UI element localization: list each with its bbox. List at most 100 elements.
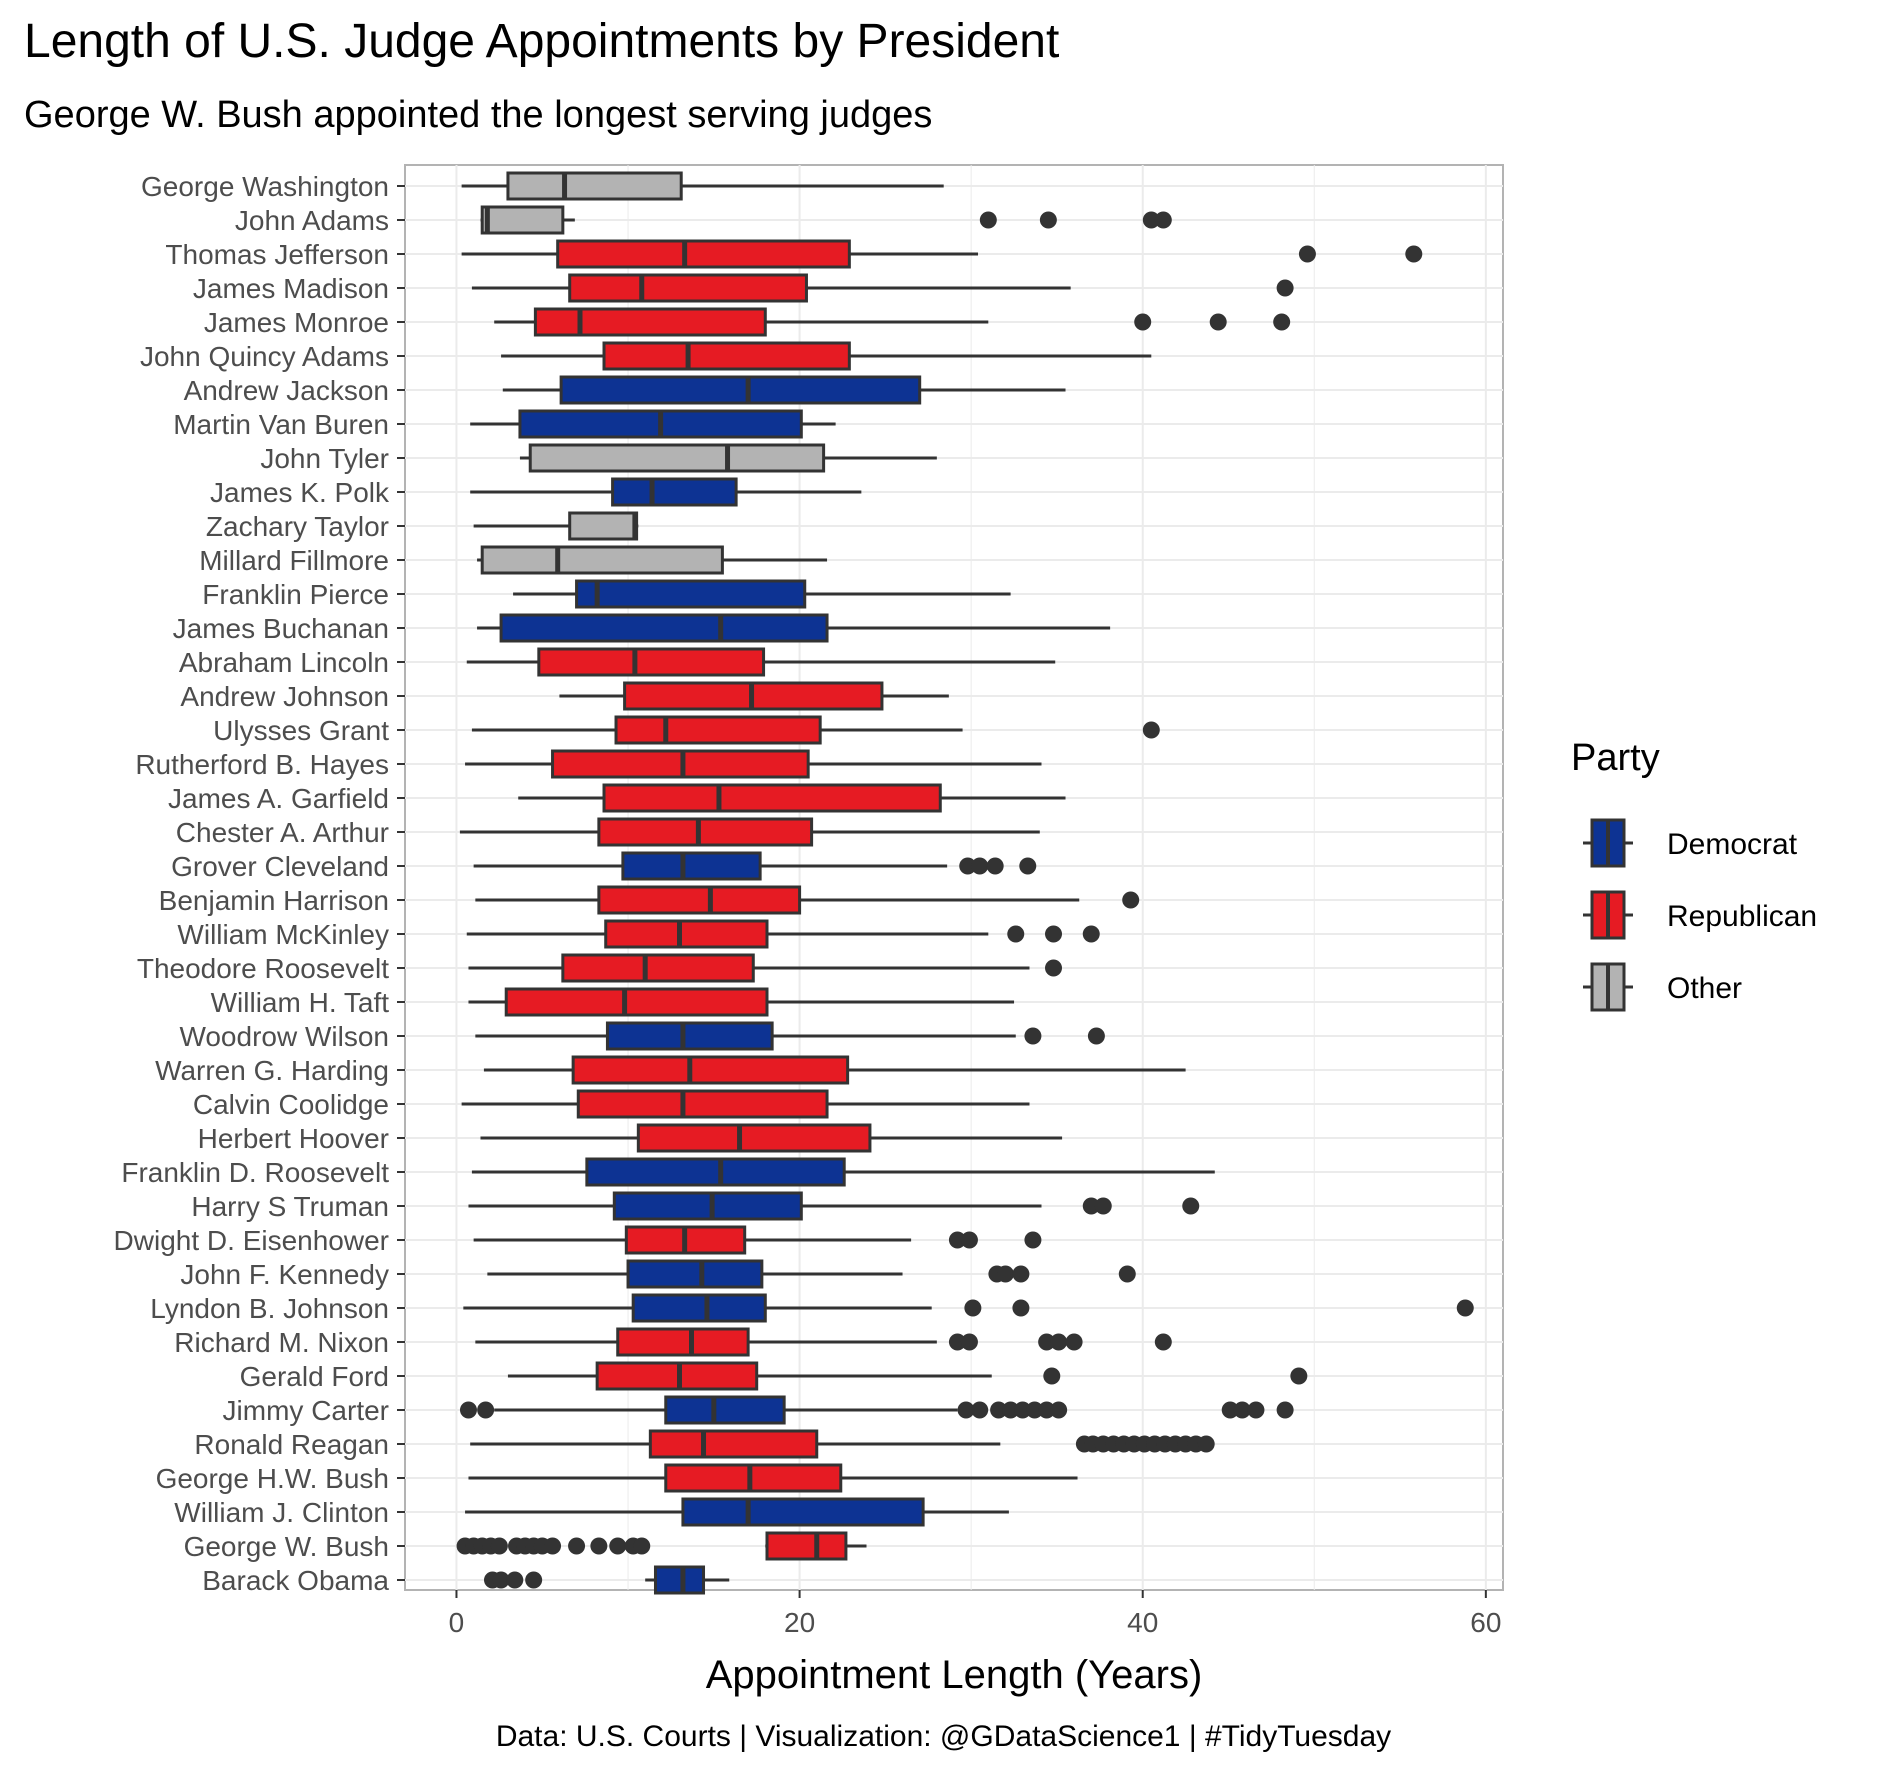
- box-group: [468, 1463, 1078, 1493]
- y-tick-label: John F. Kennedy: [180, 1259, 389, 1290]
- box-group: [480, 205, 1172, 235]
- box-iqr: [681, 1497, 925, 1527]
- box-group: [468, 1191, 1200, 1221]
- boxes-layer: [456, 171, 1474, 1595]
- box-group: [468, 953, 1063, 983]
- outlier-point: [1002, 1401, 1020, 1419]
- outlier-point: [1298, 245, 1316, 263]
- box-iqr: [648, 1429, 819, 1459]
- outlier-point: [996, 1265, 1014, 1283]
- box-iqr: [568, 511, 639, 541]
- y-tick-label: Richard M. Nixon: [174, 1327, 389, 1358]
- legend-entry: Other: [1583, 962, 1742, 1012]
- outlier-point: [1182, 1197, 1200, 1215]
- box-iqr: [585, 1157, 846, 1187]
- outlier-point: [1142, 211, 1160, 229]
- outlier-point: [1233, 1401, 1251, 1419]
- outlier-point: [1154, 1333, 1172, 1351]
- outlier-point: [1019, 857, 1037, 875]
- box-iqr: [561, 953, 755, 983]
- box-iqr: [605, 1021, 774, 1051]
- y-tick-label: George W. Bush: [184, 1531, 389, 1562]
- outlier-point: [1122, 891, 1140, 909]
- y-tick-label: Chester A. Arthur: [176, 817, 389, 848]
- y-tick-label: Dwight D. Eisenhower: [114, 1225, 389, 1256]
- outlier-point: [1087, 1027, 1105, 1045]
- box-iqr: [595, 1361, 759, 1391]
- box-group: [461, 1089, 1030, 1119]
- y-tick-label: Jimmy Carter: [223, 1395, 389, 1426]
- outlier-point: [1142, 721, 1160, 739]
- outlier-point: [1045, 959, 1063, 977]
- box-iqr: [621, 851, 762, 881]
- outlier-point: [633, 1537, 651, 1555]
- outlier-point: [1197, 1435, 1215, 1453]
- box-group: [471, 1157, 1215, 1187]
- box-group: [470, 1429, 1215, 1459]
- outlier-point: [948, 1231, 966, 1249]
- box-group: [483, 1055, 1186, 1085]
- outlier-point: [1456, 1299, 1474, 1317]
- box-iqr: [576, 1089, 829, 1119]
- legend-entry: Republican: [1583, 890, 1817, 940]
- outlier-point: [590, 1537, 608, 1555]
- y-tick-label: Andrew Jackson: [184, 375, 389, 406]
- box-iqr: [504, 987, 769, 1017]
- outlier-point: [1290, 1367, 1308, 1385]
- box-group: [502, 375, 1066, 405]
- box-group: [475, 885, 1140, 915]
- y-tick-label: Abraham Lincoln: [179, 647, 389, 678]
- x-axis-label: Appointment Length (Years): [706, 1653, 1203, 1697]
- y-tick-label: Warren G. Harding: [155, 1055, 389, 1086]
- y-tick-label: Rutherford B. Hayes: [135, 749, 389, 780]
- x-tick-label: 60: [1470, 1607, 1501, 1638]
- box-iqr: [506, 171, 683, 201]
- outlier-point: [1012, 1265, 1030, 1283]
- y-tick-label: Woodrow Wilson: [179, 1021, 389, 1052]
- box-group: [473, 851, 1037, 881]
- legend-label: Other: [1667, 972, 1742, 1005]
- box-iqr: [604, 919, 769, 949]
- outlier-point: [1065, 1333, 1083, 1351]
- outlier-point: [1050, 1333, 1068, 1351]
- y-tick-label: Martin Van Buren: [173, 409, 389, 440]
- outlier-point: [1134, 313, 1152, 331]
- y-tick-label: James A. Garfield: [168, 783, 389, 814]
- box-group: [513, 579, 1011, 609]
- legend-label: Democrat: [1667, 828, 1798, 861]
- outlier-point: [1154, 211, 1172, 229]
- box-iqr: [614, 715, 822, 745]
- outlier-point: [1038, 1401, 1056, 1419]
- y-tick-label: William H. Taft: [211, 987, 390, 1018]
- x-tick-label: 0: [449, 1607, 465, 1638]
- y-tick-label: Zachary Taylor: [206, 511, 389, 542]
- x-tick-label: 20: [784, 1607, 815, 1638]
- y-tick-label: Gerald Ford: [240, 1361, 389, 1392]
- outlier-point: [1405, 245, 1423, 263]
- outlier-point: [1221, 1401, 1239, 1419]
- outlier-point: [1026, 1401, 1044, 1419]
- y-tick-label: Ronald Reagan: [194, 1429, 389, 1460]
- box-iqr: [533, 307, 767, 337]
- outlier-point: [477, 1401, 495, 1419]
- outlier-point: [1038, 1333, 1056, 1351]
- outlier-point: [1007, 925, 1025, 943]
- outlier-point: [971, 857, 989, 875]
- outlier-point: [1043, 1367, 1061, 1385]
- box-iqr: [664, 1463, 843, 1493]
- y-tick-label: John Quincy Adams: [140, 341, 389, 372]
- box-group: [473, 1225, 1042, 1255]
- box-group: [471, 273, 1294, 303]
- y-tick-label: Grover Cleveland: [171, 851, 389, 882]
- box-iqr: [480, 205, 565, 235]
- box-group: [468, 987, 1015, 1017]
- x-tick-label: 40: [1127, 1607, 1158, 1638]
- y-tick-label: Theodore Roosevelt: [137, 953, 389, 984]
- box-group: [465, 749, 1042, 779]
- y-tick-label: John Tyler: [260, 443, 389, 474]
- box-iqr: [480, 545, 724, 575]
- box-group: [461, 171, 944, 201]
- caption: Data: U.S. Courts | Visualization: @GDat…: [495, 1720, 1392, 1753]
- box-iqr: [611, 477, 738, 507]
